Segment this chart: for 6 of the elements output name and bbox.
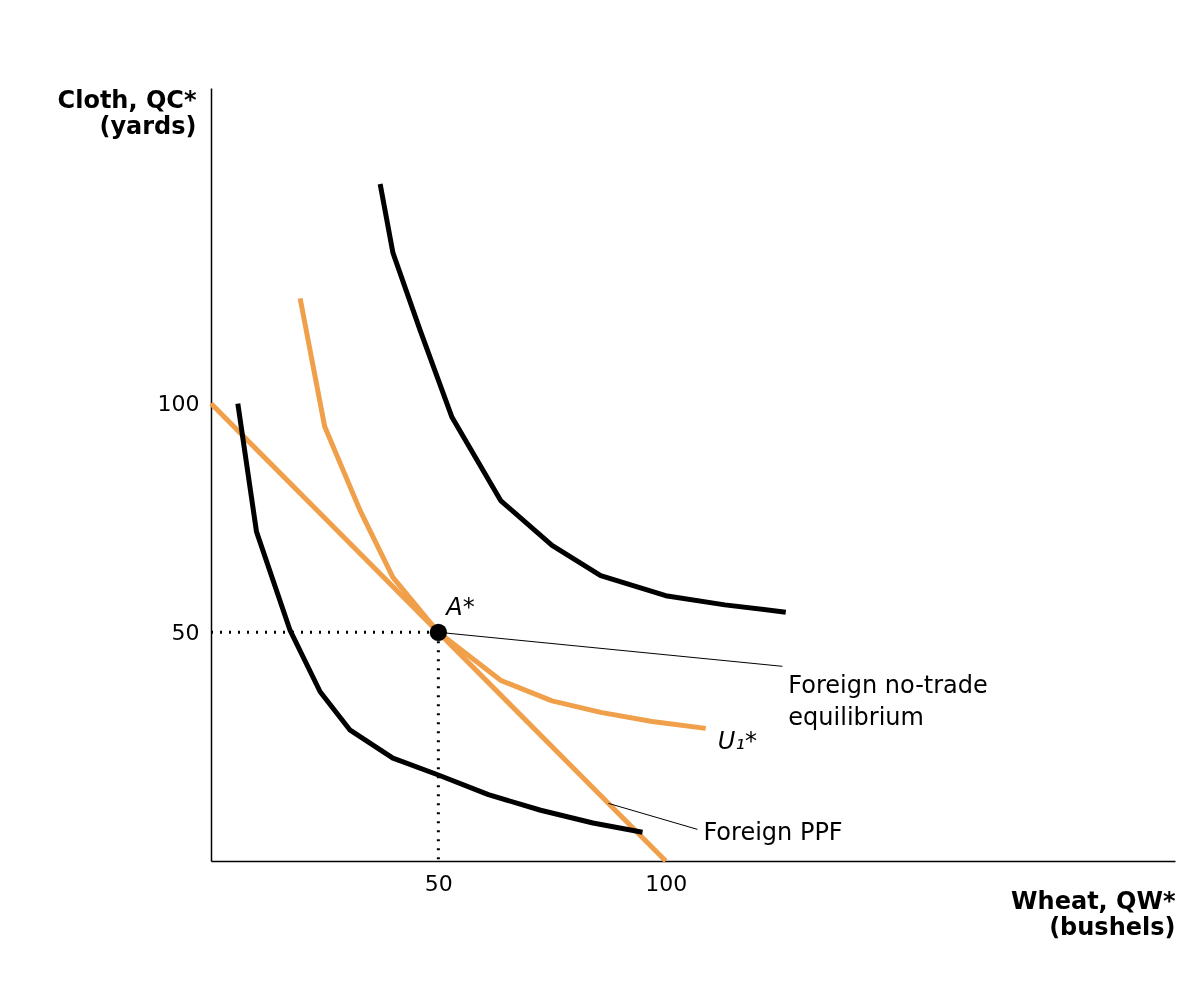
x-axis-title: Wheat, QW* (bushels): [1011, 886, 1176, 941]
annotation: Foreign PPF: [703, 818, 843, 847]
annotation: Foreign no-trade equilibrium: [788, 671, 988, 732]
series-label: U₁*: [717, 727, 757, 756]
series-label: A*: [444, 593, 475, 622]
y-axis-title: Cloth, QC* (yards): [57, 85, 197, 140]
